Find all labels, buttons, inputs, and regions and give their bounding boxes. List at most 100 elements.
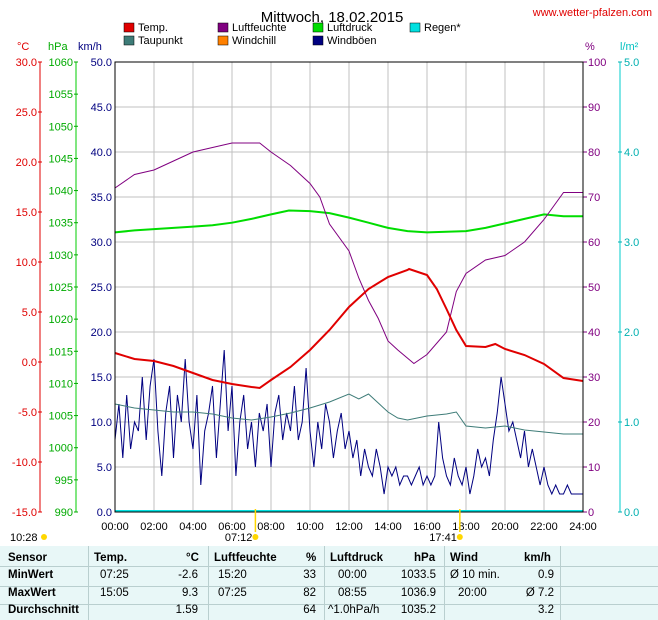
pressure-tick-label: 1045 bbox=[49, 153, 73, 165]
temp-tick-label: 10.0 bbox=[16, 257, 37, 269]
legend-label: Windchill bbox=[232, 35, 276, 47]
pressure-tick-label: 1040 bbox=[49, 186, 73, 198]
pressure-axis-unit: hPa bbox=[48, 41, 68, 53]
legend-label: Temp. bbox=[138, 22, 168, 34]
stats-temp-time: 15:05 bbox=[100, 587, 129, 599]
rain-axis-unit: l/m² bbox=[620, 41, 639, 53]
wind-tick-label: 0.0 bbox=[97, 507, 112, 519]
stats-wind-value: 0.9 bbox=[538, 569, 554, 581]
stats-row-label: Durchschnitt bbox=[8, 604, 79, 616]
humidity-tick-label: 0 bbox=[588, 507, 594, 519]
humidity-tick-label: 50 bbox=[588, 282, 600, 294]
sun-icon bbox=[457, 534, 463, 540]
rain-tick-label: 0.0 bbox=[624, 507, 639, 519]
time-tick-label: 08:00 bbox=[257, 521, 285, 533]
temp-tick-label: -15.0 bbox=[12, 507, 37, 519]
stats-pressure-time: 00:00 bbox=[338, 569, 367, 581]
pressure-tick-label: 1050 bbox=[49, 121, 73, 133]
humidity-tick-label: 70 bbox=[588, 192, 600, 204]
sun-icon bbox=[252, 534, 258, 540]
pressure-tick-label: 995 bbox=[55, 475, 73, 487]
humidity-tick-label: 60 bbox=[588, 237, 600, 249]
time-tick-label: 20:00 bbox=[491, 521, 519, 533]
wind-tick-label: 45.0 bbox=[91, 102, 112, 114]
humidity-tick-label: 10 bbox=[588, 462, 600, 474]
moonrise-label: 10:28 bbox=[10, 532, 38, 544]
temp-tick-label: -10.0 bbox=[12, 457, 37, 469]
humidity-tick-label: 90 bbox=[588, 102, 600, 114]
stats-humidity-time: 15:20 bbox=[218, 569, 247, 581]
stats-humidity-value: 82 bbox=[303, 587, 316, 599]
wind-tick-label: 20.0 bbox=[91, 327, 112, 339]
legend-swatch bbox=[218, 23, 228, 32]
chart-axes: 30.0 25.0 20.0 15.0 10.0 5.0 0.0 -5.0 -10.0 -15.0… bbox=[12, 57, 639, 533]
legend-label: Regen* bbox=[424, 22, 461, 34]
legend-swatch bbox=[410, 23, 420, 32]
stats-pressure-trend: ^1.0hPa/h bbox=[328, 604, 379, 616]
rain-tick-label: 5.0 bbox=[624, 57, 639, 69]
stats-wind-unit: km/h bbox=[524, 552, 551, 564]
stats-temp-value: 9.3 bbox=[182, 587, 198, 599]
chart-grid bbox=[115, 62, 583, 512]
rain-tick-label: 1.0 bbox=[624, 417, 639, 429]
pressure-tick-label: 1035 bbox=[49, 218, 73, 230]
wind-tick-label: 50.0 bbox=[91, 57, 112, 69]
source-url: www.wetter-pfalzen.com bbox=[532, 7, 652, 19]
weather-chart: Mittwoch, 18.02.2015 www.wetter-pfalzen.… bbox=[0, 0, 658, 546]
pressure-tick-label: 1055 bbox=[49, 89, 73, 101]
pressure-tick-label: 1030 bbox=[49, 250, 73, 262]
time-tick-label: 04:00 bbox=[179, 521, 207, 533]
stats-humidity-header: Luftfeuchte bbox=[214, 552, 277, 564]
stats-temp-value: -2.6 bbox=[178, 569, 198, 581]
humidity-axis-unit: % bbox=[585, 41, 595, 53]
stats-humidity-time: 07:25 bbox=[218, 587, 247, 599]
rain-tick-label: 2.0 bbox=[624, 327, 639, 339]
stats-temp-value: 1.59 bbox=[176, 604, 198, 616]
temp-tick-label: 25.0 bbox=[16, 107, 37, 119]
stats-temp-header: Temp. bbox=[94, 552, 127, 564]
pressure-tick-label: 1000 bbox=[49, 443, 73, 455]
wind-tick-label: 15.0 bbox=[91, 372, 112, 384]
sunrise-label: 07:12 bbox=[225, 532, 253, 544]
legend-swatch bbox=[218, 36, 228, 45]
legend-label: Windböen bbox=[327, 35, 377, 47]
temp-tick-label: 5.0 bbox=[22, 307, 37, 319]
wind-axis-unit: km/h bbox=[78, 41, 102, 53]
stats-pressure-value: 1035.2 bbox=[401, 604, 436, 616]
stats-pressure-value: 1033.5 bbox=[401, 569, 436, 581]
stats-temp-time: 07:25 bbox=[100, 569, 129, 581]
humidity-tick-label: 80 bbox=[588, 147, 600, 159]
pressure-tick-label: 990 bbox=[55, 507, 73, 519]
temp-tick-label: 15.0 bbox=[16, 207, 37, 219]
stats-wind-value: Ø 7.2 bbox=[526, 587, 554, 599]
humidity-tick-label: 20 bbox=[588, 417, 600, 429]
wind-tick-label: 35.0 bbox=[91, 192, 112, 204]
wind-tick-label: 5.0 bbox=[97, 462, 112, 474]
rain-tick-label: 3.0 bbox=[624, 237, 639, 249]
stats-wind-value: 3.2 bbox=[538, 604, 554, 616]
rain-tick-label: 4.0 bbox=[624, 147, 639, 159]
legend-swatch bbox=[313, 23, 323, 32]
pressure-tick-label: 1060 bbox=[49, 57, 73, 69]
stats-pressure-header: Luftdruck bbox=[330, 552, 383, 564]
stats-pressure-time: 08:55 bbox=[338, 587, 367, 599]
stats-wind-time: Ø 10 min. bbox=[450, 569, 500, 581]
time-tick-label: 00:00 bbox=[101, 521, 129, 533]
stats-wind-header: Wind bbox=[450, 552, 478, 564]
stats-wind-time: 20:00 bbox=[458, 587, 487, 599]
time-tick-label: 02:00 bbox=[140, 521, 168, 533]
time-tick-label: 24:00 bbox=[569, 521, 597, 533]
legend-swatch bbox=[124, 23, 134, 32]
temp-tick-label: 0.0 bbox=[22, 357, 37, 369]
legend-swatch bbox=[313, 36, 323, 45]
stats-row-label: MinWert bbox=[8, 569, 53, 581]
temp-tick-label: 30.0 bbox=[16, 57, 37, 69]
time-tick-label: 14:00 bbox=[374, 521, 402, 533]
legend-label: Taupunkt bbox=[138, 35, 183, 47]
time-tick-label: 10:00 bbox=[296, 521, 324, 533]
stats-pressure-value: 1036.9 bbox=[401, 587, 436, 599]
legend-label: Luftfeuchte bbox=[232, 22, 286, 34]
humidity-tick-label: 100 bbox=[588, 57, 606, 69]
stats-row-label: MaxWert bbox=[8, 587, 56, 599]
pressure-tick-label: 1015 bbox=[49, 346, 73, 358]
